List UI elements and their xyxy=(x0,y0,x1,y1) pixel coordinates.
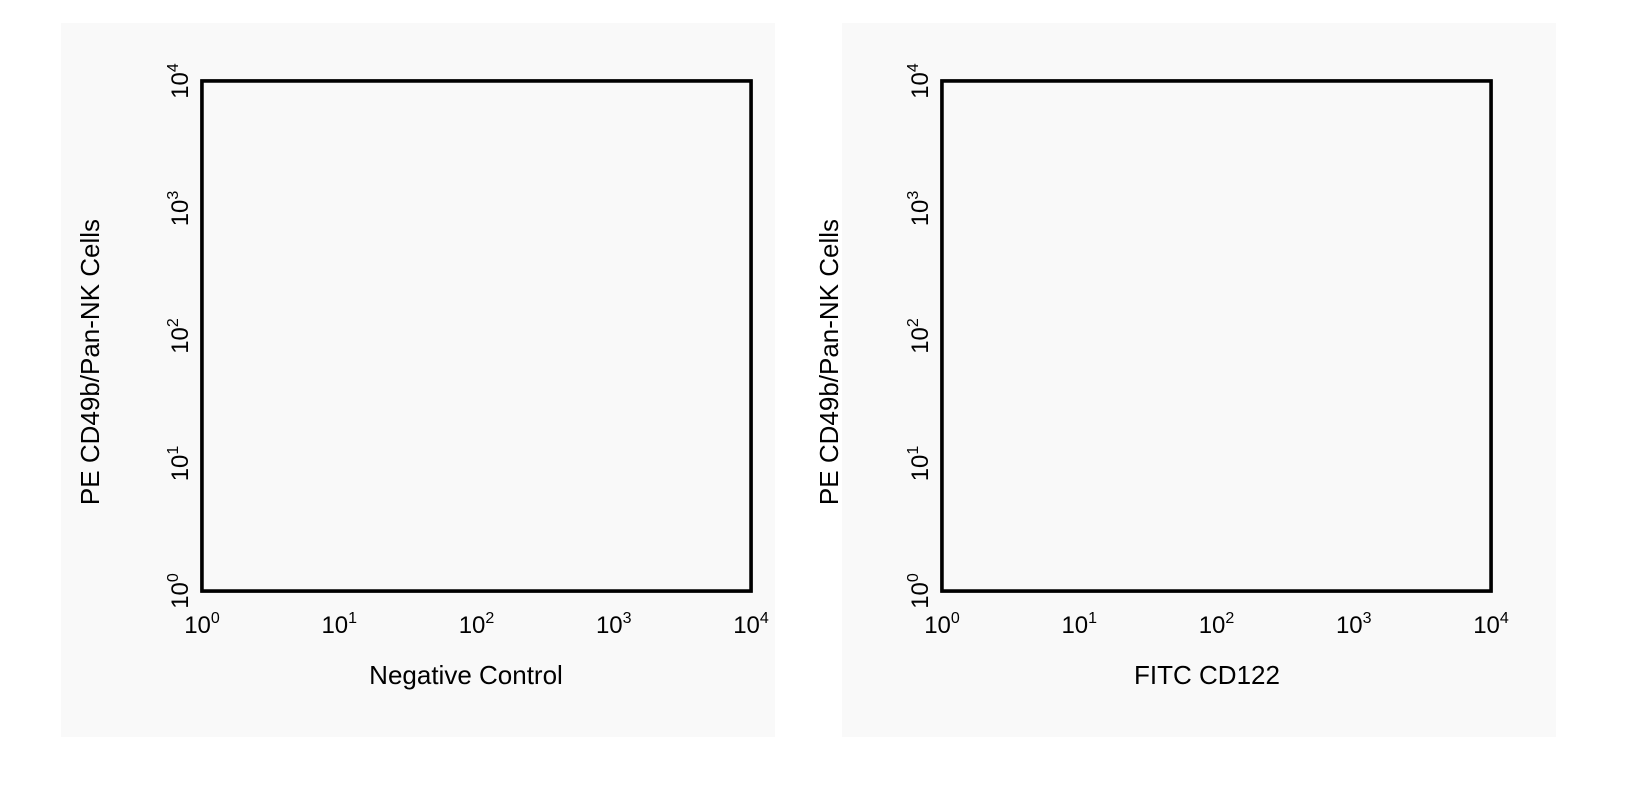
contour-chart-fitc-cd122: 100 101 102 103 104 100 101 102 103 104 FITC CD1… xyxy=(814,63,1509,690)
y-tick-label: 102 xyxy=(905,318,934,354)
x-axis-ticks: 100 101 102 103 104 xyxy=(184,610,769,639)
y-tick-label: 102 xyxy=(165,318,194,354)
y-tick-label: 104 xyxy=(905,63,934,99)
y-tick-label: 103 xyxy=(905,191,934,227)
x-tick-label: 100 xyxy=(924,610,960,639)
plot-border xyxy=(200,79,753,593)
contour-chart-negative-control: 100 101 102 103 104 100 101 102 103 104 Negative… xyxy=(75,63,769,690)
x-tick-label: 101 xyxy=(321,610,357,639)
x-tick-label: 103 xyxy=(596,610,632,639)
y-axis-title: PE CD49b/Pan-NK Cells xyxy=(75,219,105,505)
x-tick-label: 103 xyxy=(1336,610,1372,639)
x-axis-title: Negative Control xyxy=(369,660,563,690)
x-axis-ticks: 100 101 102 103 104 xyxy=(924,610,1509,639)
y-tick-label: 103 xyxy=(165,191,194,227)
y-tick-label: 100 xyxy=(165,573,194,609)
y-axis-ticks: 100 101 102 103 104 xyxy=(165,63,194,609)
plot-border xyxy=(940,79,1493,593)
chart-panel-fitc-cd122: 100 101 102 103 104 100 101 102 103 104 FITC CD1… xyxy=(814,23,1556,737)
y-axis-title: PE CD49b/Pan-NK Cells xyxy=(814,219,844,505)
x-tick-label: 101 xyxy=(1061,610,1097,639)
x-tick-label: 100 xyxy=(184,610,220,639)
y-tick-label: 101 xyxy=(905,446,934,482)
y-tick-label: 101 xyxy=(165,446,194,482)
x-tick-label: 102 xyxy=(459,610,495,639)
y-tick-label: 100 xyxy=(905,573,934,609)
chart-panel-negative-control: 100 101 102 103 104 100 101 102 103 104 Negative… xyxy=(61,23,775,737)
x-axis-title: FITC CD122 xyxy=(1134,660,1280,690)
x-tick-label: 102 xyxy=(1199,610,1235,639)
x-tick-label: 104 xyxy=(1473,610,1509,639)
x-tick-label: 104 xyxy=(733,610,769,639)
y-axis-ticks: 100 101 102 103 104 xyxy=(905,63,934,609)
y-tick-label: 104 xyxy=(165,63,194,99)
